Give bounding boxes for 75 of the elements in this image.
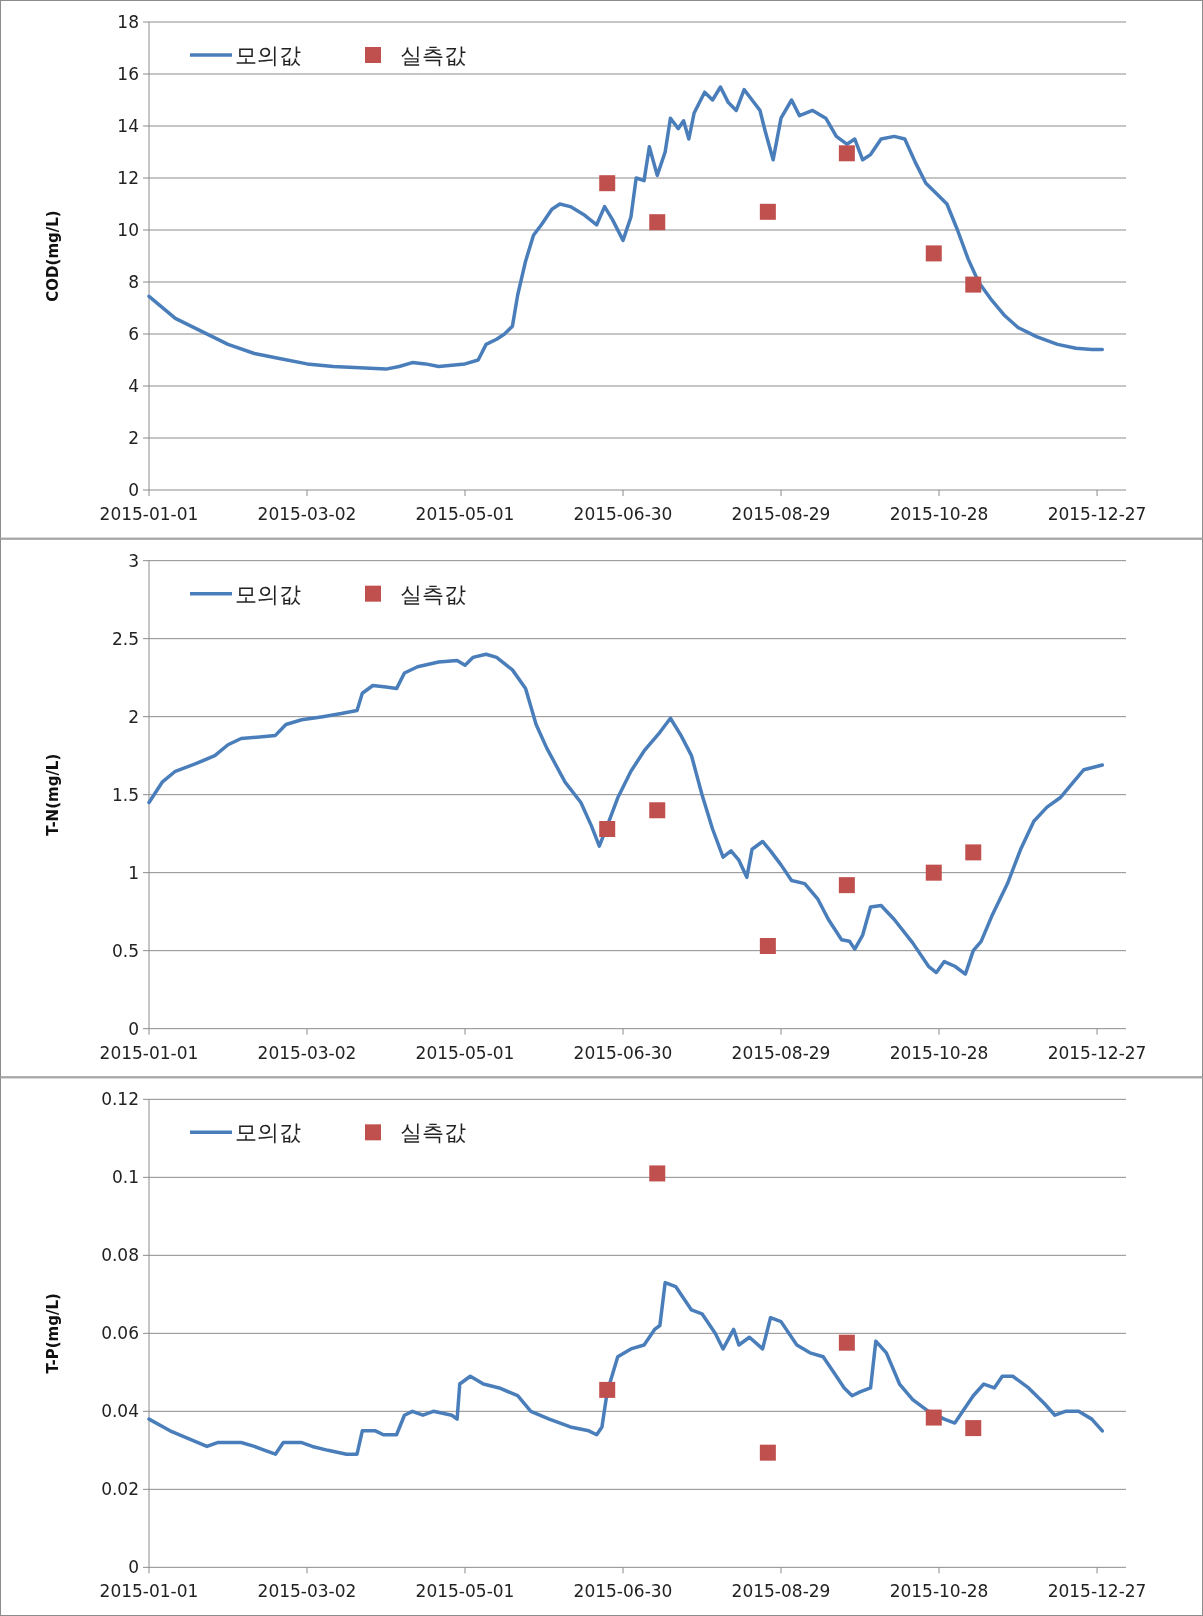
line-series bbox=[147, 85, 1105, 371]
x-tick-label: 2015-10-28 bbox=[889, 504, 989, 524]
x-tick-label: 2015-03-02 bbox=[257, 1042, 357, 1063]
y-tick-label: 0.5 bbox=[111, 940, 139, 961]
x-tick-label: 2015-12-27 bbox=[1047, 1581, 1147, 1602]
point bbox=[649, 214, 666, 231]
y-tick-label: 0.06 bbox=[101, 1323, 139, 1344]
point bbox=[838, 145, 855, 162]
y-tick-label: 3 bbox=[128, 550, 139, 571]
legend-label: 모의값 bbox=[235, 43, 301, 68]
y-axis-title: COD(mg/L) bbox=[44, 210, 62, 302]
y-tick-label: 0 bbox=[128, 1557, 139, 1578]
line-series bbox=[147, 1280, 1105, 1456]
y-tick-label: 1.5 bbox=[111, 784, 139, 805]
y-tick-label: 0.02 bbox=[101, 1479, 139, 1500]
x-tick-label: 2015-12-27 bbox=[1047, 1042, 1147, 1063]
y-tick-label: 2 bbox=[128, 428, 139, 448]
legend-label: 실측값 bbox=[400, 581, 466, 607]
y-tick-label: 18 bbox=[117, 12, 139, 32]
point bbox=[925, 864, 942, 881]
legend-label: 실측값 bbox=[400, 1120, 466, 1146]
x-tick-label: 2015-01-01 bbox=[99, 504, 199, 524]
y-tick-label: 0.04 bbox=[101, 1401, 139, 1422]
y-tick-label: 0.12 bbox=[101, 1089, 139, 1110]
y-axis-title: T-N(mg/L) bbox=[44, 753, 62, 836]
y-tick-label: 12 bbox=[117, 168, 139, 188]
point bbox=[649, 1165, 666, 1182]
point bbox=[759, 1444, 776, 1461]
x-tick-label: 2015-12-27 bbox=[1047, 504, 1147, 524]
point bbox=[965, 844, 982, 861]
x-tick-label: 2015-08-29 bbox=[731, 1042, 831, 1063]
y-tick-label: 2 bbox=[128, 706, 139, 727]
x-tick-label: 2015-06-30 bbox=[573, 1581, 673, 1602]
x-tick-label: 2015-05-01 bbox=[415, 504, 515, 524]
y-tick-label: 16 bbox=[117, 64, 139, 84]
y-axis-title: T-P(mg/L) bbox=[44, 1293, 62, 1374]
x-tick-label: 2015-01-01 bbox=[99, 1042, 199, 1063]
point bbox=[838, 1334, 855, 1351]
point bbox=[599, 175, 616, 192]
y-tick-label: 4 bbox=[128, 376, 139, 396]
y-tick-label: 1 bbox=[128, 862, 139, 883]
x-tick-label: 2015-06-30 bbox=[573, 1042, 673, 1063]
point bbox=[925, 245, 942, 262]
y-tick-label: 0 bbox=[128, 1018, 139, 1039]
y-tick-label: 0.1 bbox=[111, 1167, 139, 1188]
x-tick-label: 2015-10-28 bbox=[889, 1581, 989, 1602]
x-tick-label: 2015-01-01 bbox=[99, 1581, 199, 1602]
point bbox=[925, 1409, 942, 1426]
x-tick-label: 2015-05-01 bbox=[415, 1581, 515, 1602]
legend-label: 모의값 bbox=[235, 1120, 301, 1146]
x-tick-label: 2015-08-29 bbox=[731, 504, 831, 524]
legend-label: 모의값 bbox=[235, 581, 301, 607]
point bbox=[599, 1381, 616, 1398]
point bbox=[965, 1420, 982, 1437]
y-tick-label: 0 bbox=[128, 480, 139, 500]
y-tick-label: 14 bbox=[117, 116, 139, 136]
x-tick-label: 2015-10-28 bbox=[889, 1042, 989, 1063]
x-tick-label: 2015-06-30 bbox=[573, 504, 673, 524]
point bbox=[838, 877, 855, 894]
point bbox=[649, 802, 666, 819]
point bbox=[965, 276, 982, 293]
y-tick-label: 8 bbox=[128, 272, 139, 292]
x-tick-label: 2015-03-02 bbox=[257, 504, 357, 524]
y-tick-label: 10 bbox=[117, 220, 139, 240]
x-tick-label: 2015-05-01 bbox=[415, 1042, 515, 1063]
line-series bbox=[147, 652, 1105, 976]
y-tick-label: 2.5 bbox=[111, 628, 139, 649]
x-tick-label: 2015-08-29 bbox=[731, 1581, 831, 1602]
y-tick-label: 0.08 bbox=[101, 1245, 139, 1266]
point bbox=[759, 203, 776, 220]
point bbox=[759, 937, 776, 954]
x-tick-label: 2015-03-02 bbox=[257, 1581, 357, 1602]
legend-label: 실측값 bbox=[400, 43, 466, 68]
y-tick-label: 6 bbox=[128, 324, 139, 344]
point bbox=[599, 820, 616, 837]
